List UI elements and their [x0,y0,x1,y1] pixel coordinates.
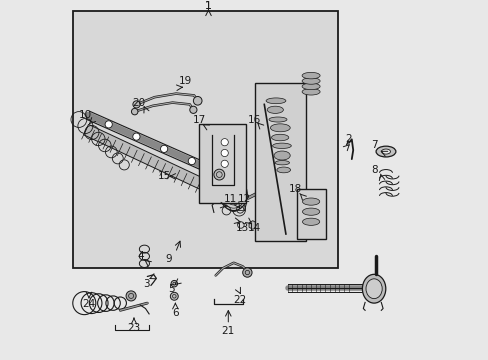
Text: 15: 15 [158,171,171,181]
Ellipse shape [275,161,289,165]
Text: 6: 6 [172,308,178,318]
Circle shape [126,291,136,301]
Circle shape [133,101,140,108]
Ellipse shape [302,72,320,79]
Text: 19: 19 [179,76,192,86]
Ellipse shape [375,146,395,157]
Text: 7: 7 [371,140,377,150]
Ellipse shape [220,178,247,211]
Ellipse shape [276,167,290,173]
Ellipse shape [265,98,285,104]
Ellipse shape [270,124,289,132]
Text: 10: 10 [78,110,91,120]
Circle shape [221,160,228,167]
Ellipse shape [362,274,385,303]
Bar [73,11,337,268]
Bar [296,189,325,239]
Text: 21: 21 [221,326,234,336]
Ellipse shape [302,218,319,225]
Text: 24: 24 [82,299,96,309]
Text: 9: 9 [165,254,172,264]
Ellipse shape [302,83,320,90]
Text: 14: 14 [247,222,261,233]
Circle shape [189,106,197,113]
Ellipse shape [365,279,382,299]
Text: 3: 3 [143,279,150,289]
Bar [255,83,305,241]
Text: 16: 16 [247,114,260,125]
Ellipse shape [272,143,291,148]
Text: 1: 1 [204,1,212,12]
Text: 12: 12 [237,194,251,204]
Ellipse shape [302,89,320,95]
Ellipse shape [266,106,283,113]
Text: 4: 4 [137,251,144,261]
Ellipse shape [302,78,320,84]
Text: 17: 17 [192,114,205,125]
Circle shape [131,108,138,115]
Text: 23: 23 [127,323,141,333]
Circle shape [105,121,112,128]
Circle shape [213,169,224,180]
Text: 2: 2 [345,134,351,144]
Ellipse shape [271,134,288,141]
Circle shape [188,158,195,165]
Ellipse shape [268,117,286,122]
Ellipse shape [302,208,319,215]
Circle shape [242,268,251,277]
Circle shape [133,133,140,140]
Text: 20: 20 [132,98,145,108]
Text: 11: 11 [224,194,237,204]
Text: 5: 5 [168,284,174,294]
Text: 8: 8 [371,165,377,175]
Circle shape [160,145,167,152]
Polygon shape [83,125,230,201]
Ellipse shape [273,151,289,160]
Circle shape [221,139,228,146]
Circle shape [171,280,177,287]
Bar [199,124,246,203]
Text: 1: 1 [205,1,211,12]
Text: 18: 18 [288,184,301,194]
Ellipse shape [381,149,390,154]
Ellipse shape [302,198,319,205]
Text: 22: 22 [233,294,246,305]
Circle shape [221,149,228,157]
Circle shape [170,292,178,300]
Circle shape [193,96,202,105]
Text: 13: 13 [236,222,249,233]
